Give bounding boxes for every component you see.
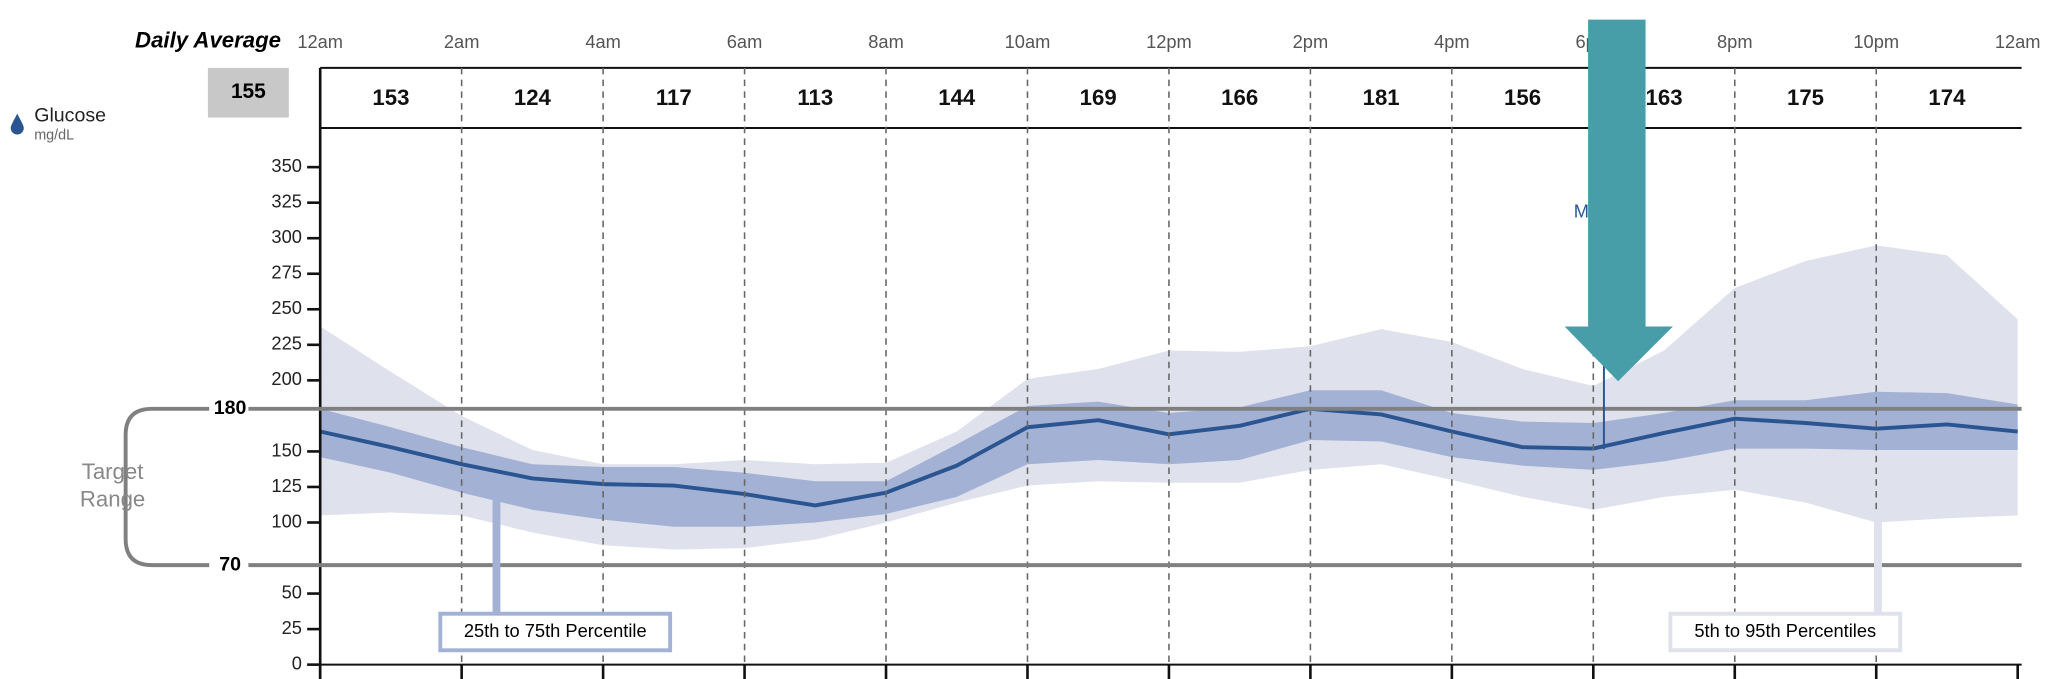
x-tick-label: 2pm [1293, 31, 1329, 52]
y-tick-label: 200 [271, 368, 301, 389]
target-range-label: Range [80, 487, 145, 512]
daily-average-title: Daily Average [135, 28, 281, 53]
y-tick-label: 100 [271, 510, 301, 531]
period-average: 144 [938, 85, 976, 110]
y-tick-label: 325 [271, 191, 301, 212]
y-unit: mg/dL [34, 128, 74, 144]
x-tick-label: 12am [1995, 31, 2041, 52]
y-tick-label: 250 [271, 297, 301, 318]
y-tick-label: 225 [271, 333, 301, 354]
y-tick-label: 150 [271, 439, 301, 460]
period-average: 113 [797, 85, 833, 110]
x-tick-label: 12am [297, 31, 343, 52]
target-label: 70 [219, 553, 241, 575]
period-average: 117 [656, 85, 692, 110]
x-tick-label: 8pm [1717, 31, 1753, 52]
x-tick-label: 4am [585, 31, 621, 52]
daily-average-value: 155 [231, 80, 266, 103]
annotation-box [438, 611, 673, 653]
period-average: 166 [1221, 85, 1258, 110]
period-average: 124 [514, 85, 552, 110]
y-tick-label: 300 [271, 226, 301, 247]
target-bracket [123, 406, 210, 568]
y-tick-label: 0 [292, 652, 302, 673]
period-average: 181 [1363, 85, 1400, 110]
target-range-label: Target [82, 459, 144, 484]
period-average: 156 [1504, 85, 1541, 110]
period-average: 153 [372, 85, 409, 110]
period-average: 175 [1787, 85, 1824, 110]
y-tick-label: 350 [271, 155, 301, 176]
daily-average-box [207, 67, 289, 118]
y-tick-label: 25 [282, 617, 302, 638]
period-average: 169 [1080, 85, 1117, 110]
y-tick-label: 50 [282, 581, 302, 602]
y-tick-label: 275 [271, 262, 301, 283]
target-label: 180 [214, 397, 247, 419]
arrow-overlay [1564, 19, 1673, 382]
x-tick-label: 2am [444, 31, 480, 52]
x-tick-label: 8am [868, 31, 904, 52]
annotation-label: 5th to 95th Percentiles [1694, 620, 1876, 641]
x-tick-label: 10am [1005, 31, 1051, 52]
x-tick-label: 4pm [1434, 31, 1470, 52]
glucose-icon [10, 113, 24, 135]
annotation-box [1668, 611, 1903, 653]
period-average: 163 [1646, 85, 1683, 110]
y-label: Glucose [34, 104, 106, 126]
x-tick-label: 10pm [1853, 31, 1899, 52]
period-average: 174 [1928, 85, 1966, 110]
y-tick-label: 125 [271, 475, 301, 496]
x-tick-label: 6am [727, 31, 763, 52]
x-tick-label: 12pm [1146, 31, 1192, 52]
annotation-label: 25th to 75th Percentile [464, 620, 647, 641]
